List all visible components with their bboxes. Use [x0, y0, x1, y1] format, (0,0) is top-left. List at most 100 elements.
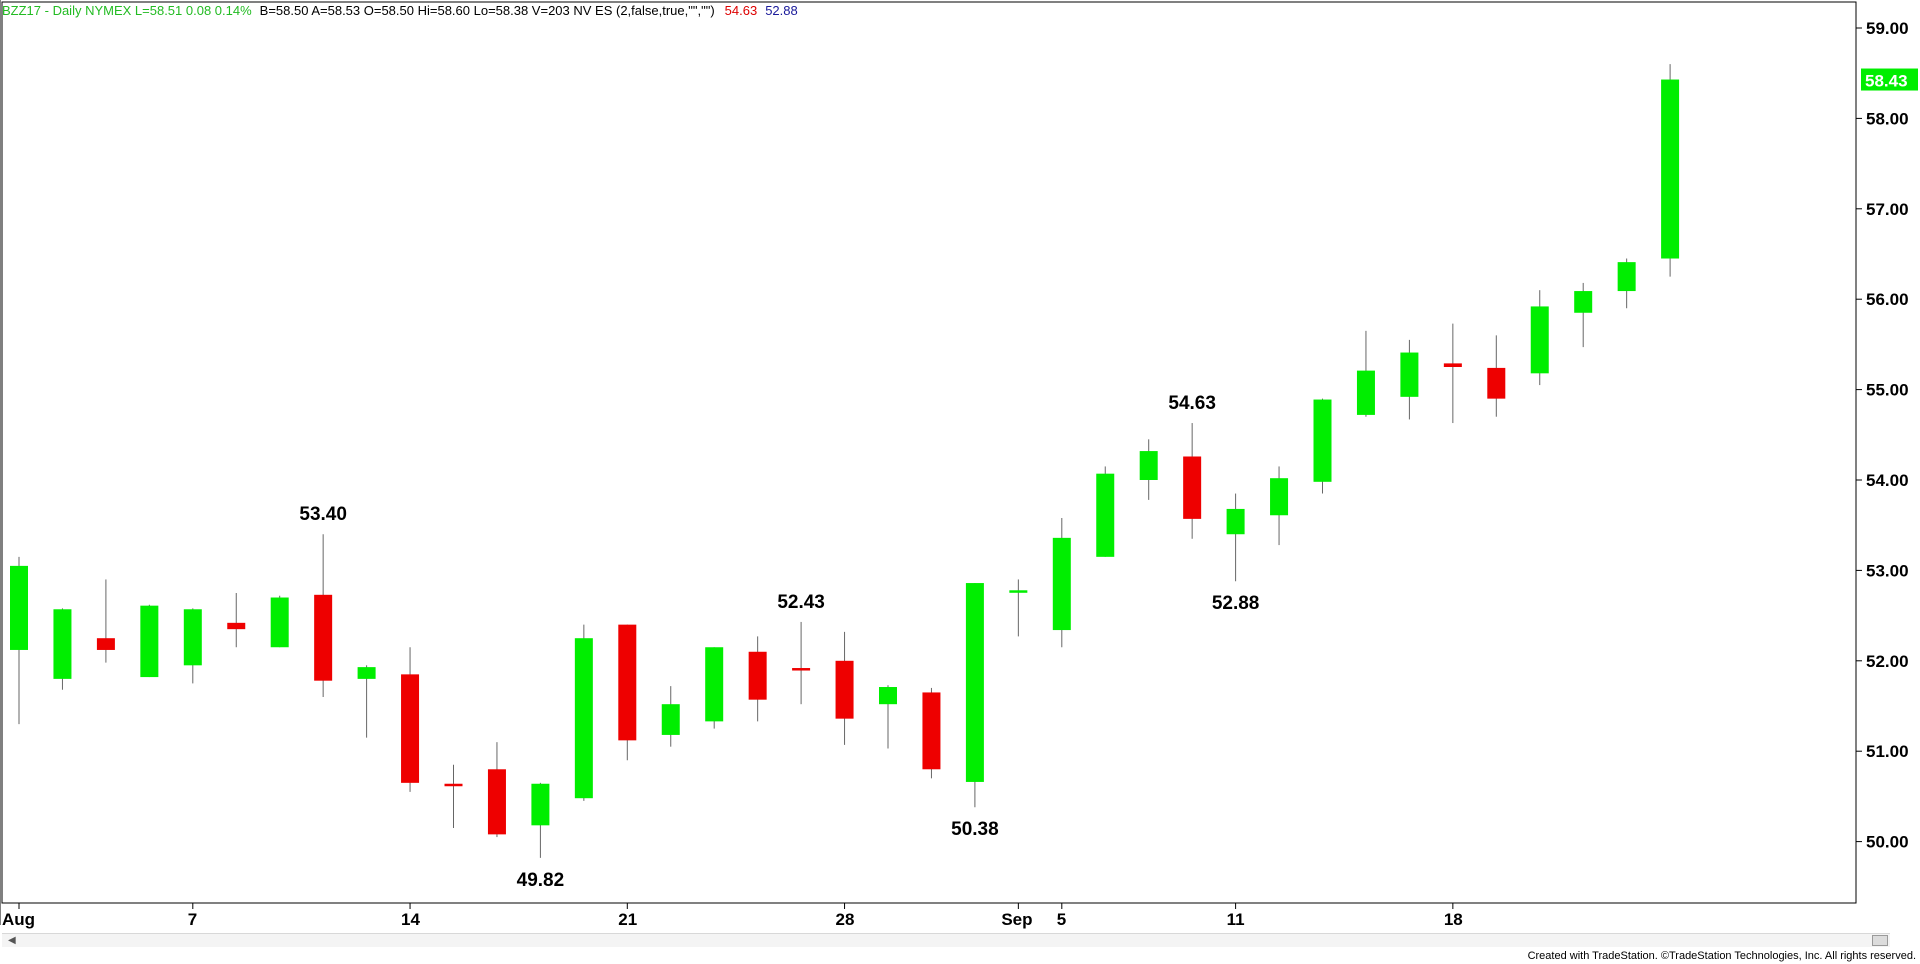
candle-body-down	[922, 692, 941, 770]
candle-body-down	[314, 594, 333, 681]
candle[interactable]	[661, 686, 680, 747]
candle[interactable]	[10, 556, 28, 725]
y-tick-label: 58.00	[1866, 109, 1909, 128]
candle-body-up	[879, 687, 897, 705]
candle[interactable]	[401, 647, 420, 792]
candle[interactable]	[1574, 282, 1593, 348]
candle-body-up	[1313, 399, 1332, 482]
x-tick-label: 28	[836, 910, 855, 929]
y-tick-label: 55.00	[1866, 381, 1909, 400]
candle-body-up	[1226, 508, 1245, 535]
candle[interactable]	[1270, 466, 1289, 546]
candle[interactable]	[1139, 439, 1158, 500]
candle-body-up	[1096, 473, 1115, 557]
candle[interactable]	[965, 583, 984, 808]
candle[interactable]	[705, 647, 724, 729]
candle-body-up	[1400, 352, 1419, 397]
candle[interactable]	[183, 608, 202, 684]
footer-credit: Created with TradeStation. ©TradeStation…	[1527, 950, 1916, 962]
candle[interactable]	[227, 593, 246, 648]
symbol-info: BZZ17 - Daily NYMEX L=58.51 0.08 0.14%	[2, 3, 252, 18]
y-tick-label: 50.00	[1866, 833, 1909, 852]
candle[interactable]	[618, 624, 637, 761]
x-tick-label: 11	[1227, 910, 1245, 929]
candle-body-down	[227, 622, 246, 630]
candle[interactable]	[1096, 466, 1115, 557]
candle[interactable]	[1356, 330, 1375, 417]
candle[interactable]	[1009, 579, 1028, 637]
scroll-left-arrow-icon[interactable]: ◀	[8, 935, 16, 946]
price-annotation: 52.43	[777, 592, 825, 613]
candle[interactable]	[1487, 335, 1506, 417]
candle-body-down	[1183, 456, 1202, 519]
current-price-marker	[1861, 68, 1918, 91]
x-tick-label: 7	[188, 910, 197, 929]
candle-body-down	[1487, 367, 1506, 399]
candle[interactable]	[792, 621, 811, 705]
candle[interactable]	[487, 742, 506, 838]
y-tick-label: 57.00	[1866, 200, 1909, 219]
candle-body-down	[96, 638, 115, 650]
candle[interactable]	[748, 636, 767, 722]
x-tick-label: Aug	[2, 910, 35, 929]
horizontal-scrollbar[interactable]: ◀	[2, 933, 1890, 947]
candle[interactable]	[1617, 258, 1636, 309]
candle-body-down	[835, 660, 854, 719]
candle-body-up	[965, 583, 984, 782]
candle[interactable]	[270, 595, 289, 648]
candle[interactable]	[96, 579, 115, 663]
candle[interactable]	[140, 604, 159, 678]
x-tick-label: 21	[618, 910, 637, 929]
y-tick-label: 51.00	[1866, 742, 1909, 761]
candle[interactable]	[1313, 398, 1332, 494]
price-annotation: 53.40	[299, 504, 347, 525]
candle[interactable]	[444, 764, 463, 829]
candle-body-down	[487, 769, 506, 835]
candle-body-up	[1270, 478, 1289, 516]
candle-body-up	[1052, 537, 1071, 631]
x-tick-label: 14	[401, 910, 420, 929]
candle-body-down	[748, 651, 767, 700]
candle[interactable]	[922, 687, 941, 779]
candle-body-up	[10, 565, 28, 650]
candle-body-up	[140, 605, 159, 678]
candle[interactable]	[835, 631, 854, 745]
candle-body-up	[1530, 306, 1549, 374]
candle-body-up	[1661, 79, 1680, 259]
scrollbar-thumb[interactable]	[1872, 935, 1888, 946]
candle[interactable]	[314, 534, 333, 697]
candle-body-up	[1574, 291, 1593, 313]
candle-body-up	[270, 597, 289, 648]
candle-body-up	[183, 609, 202, 666]
price-annotation: 50.38	[951, 819, 999, 840]
candle-body-up	[1356, 370, 1375, 415]
candle[interactable]	[1400, 339, 1419, 420]
candle-body-up	[661, 704, 680, 735]
candle[interactable]	[1530, 290, 1549, 386]
candle[interactable]	[1183, 423, 1202, 539]
y-tick-label: 54.00	[1866, 471, 1909, 490]
candle[interactable]	[1443, 323, 1462, 424]
candle[interactable]	[1226, 493, 1245, 582]
candle[interactable]	[1661, 64, 1680, 277]
candle[interactable]	[357, 665, 376, 738]
price-annotation: 52.88	[1212, 593, 1260, 614]
candle[interactable]	[531, 782, 550, 858]
candle-body-down	[401, 674, 420, 783]
candle-body-down	[792, 668, 811, 671]
indicator-low-value: 52.88	[765, 3, 798, 18]
candle[interactable]	[53, 608, 72, 690]
candle[interactable]	[1052, 517, 1071, 648]
candle-body-up	[574, 638, 593, 799]
candle-body-up	[705, 647, 724, 722]
current-price-label: 58.43	[1865, 72, 1908, 91]
candle[interactable]	[574, 624, 593, 801]
candle-body-up	[1009, 590, 1028, 593]
candle-body-up	[1139, 451, 1158, 480]
x-tick-label: 18	[1444, 910, 1463, 929]
x-tick-label: 5	[1057, 910, 1066, 929]
candle[interactable]	[879, 685, 897, 749]
candle-body-down	[1443, 363, 1462, 367]
